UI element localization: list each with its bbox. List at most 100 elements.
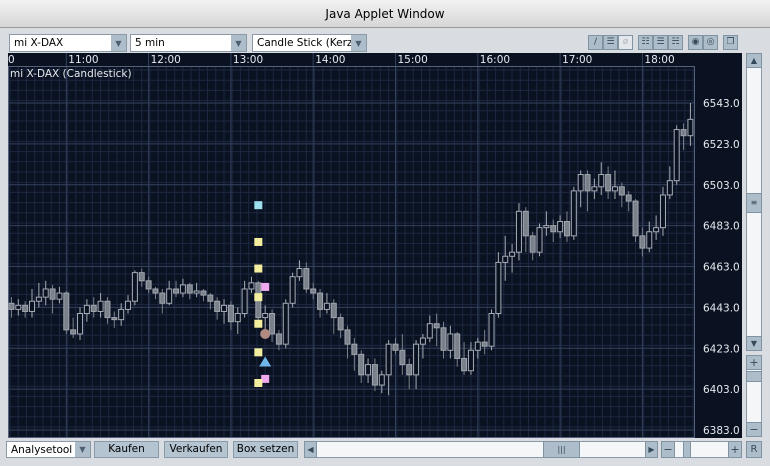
grid-dense-icon[interactable]: ☷: [638, 35, 653, 50]
analysis-tool-select[interactable]: Analysetool ▼: [6, 441, 91, 458]
candle-body: [337, 317, 344, 331]
candle-body: [275, 333, 282, 345]
candle-body: [262, 313, 269, 319]
candle-body: [666, 180, 673, 196]
candle-body: [461, 357, 468, 372]
candle-body: [358, 353, 365, 376]
candle-body: [625, 194, 632, 202]
box-set-button[interactable]: Box setzen: [233, 441, 298, 458]
candle-body: [200, 290, 207, 296]
zoom-in-button[interactable]: +: [728, 441, 742, 458]
scroll-down-button[interactable]: ▼: [746, 336, 762, 351]
draw-line-icon[interactable]: /: [588, 35, 603, 50]
candle-body: [687, 118, 694, 137]
time-axis-label: 13:00: [233, 54, 263, 66]
sell-button[interactable]: Verkaufen: [164, 441, 228, 458]
chart-type-select[interactable]: Candle Stick (Kerzen▼: [252, 34, 367, 52]
scroll-up-button[interactable]: ▲: [746, 53, 762, 68]
candle-body: [598, 174, 605, 188]
interval-select[interactable]: 5 min ▼: [130, 34, 247, 52]
signal-marker-square: [261, 282, 270, 291]
candle-body: [49, 288, 56, 300]
candle-body: [214, 300, 221, 312]
candle-body: [550, 225, 557, 233]
candle-body: [378, 374, 385, 386]
scroll-left-button[interactable]: ◀: [304, 441, 317, 458]
horizontal-zoom-thumb[interactable]: [683, 441, 691, 458]
interval-value: 5 min: [135, 37, 165, 49]
candle-body: [563, 221, 570, 237]
candle-body: [56, 292, 63, 300]
grid-sparse-icon[interactable]: ☵: [668, 35, 683, 50]
candle-body: [269, 313, 276, 335]
candle-body: [90, 304, 97, 312]
candle-body: [440, 327, 447, 351]
candle-body: [447, 333, 454, 351]
detach-window-icon[interactable]: ❐: [723, 35, 738, 50]
candle-body: [680, 129, 687, 137]
candle-body: [207, 294, 214, 302]
price-axis-label: 6403.0: [703, 384, 740, 396]
candle-body: [77, 313, 84, 335]
indicator-icon[interactable]: ◉: [688, 35, 703, 50]
scroll-right-button[interactable]: ▶: [645, 441, 658, 458]
candle-body: [310, 288, 317, 294]
candle-body: [392, 343, 399, 351]
candle-body: [399, 349, 406, 366]
chevron-down-icon[interactable]: ▼: [111, 35, 126, 51]
candle-body: [433, 323, 440, 329]
candle-body: [413, 343, 420, 376]
signal-marker-circle: [260, 328, 271, 339]
candle-body: [221, 304, 228, 312]
candle-body: [282, 302, 289, 345]
signal-marker-square: [254, 264, 263, 273]
horizontal-line-icon[interactable]: ☰: [603, 35, 618, 50]
settings-icon[interactable]: ◎: [703, 35, 718, 50]
buy-button[interactable]: Kaufen: [94, 441, 159, 458]
price-axis-label: 6443.0: [703, 302, 740, 314]
candle-body: [29, 300, 36, 312]
vertical-zoom-thumb[interactable]: [746, 371, 762, 382]
chevron-down-icon[interactable]: ▼: [75, 442, 90, 457]
candle-body: [495, 261, 502, 315]
price-axis-label: 6543.0: [703, 98, 740, 110]
candlestick-chart[interactable]: 0 11:00 12:00 13:00 14:00 15:00 16:00 17:00 18:0…: [8, 53, 742, 438]
candle-body: [584, 174, 591, 192]
candle-body: [179, 284, 186, 294]
instrument-select[interactable]: mi X-DAX ▼: [9, 34, 127, 52]
candle-body: [515, 210, 522, 253]
candle-body: [502, 255, 509, 263]
chevron-down-icon[interactable]: ▼: [351, 35, 366, 51]
reset-button[interactable]: R: [746, 441, 762, 458]
zoom-out-vertical-button[interactable]: −: [746, 422, 762, 437]
candle-body: [111, 317, 118, 321]
candle-body: [522, 210, 529, 237]
candle-body: [673, 129, 680, 182]
candle-body: [289, 276, 296, 304]
candle-body: [611, 186, 618, 192]
zoom-in-vertical-button[interactable]: +: [746, 355, 762, 370]
candle-body: [543, 225, 550, 229]
candle-body: [426, 323, 433, 339]
candle-body: [227, 304, 234, 323]
delete-icon[interactable]: ø: [618, 35, 633, 50]
candle-body: [8, 302, 15, 310]
candle-body: [22, 304, 29, 312]
chart-panel[interactable]: 0 11:00 12:00 13:00 14:00 15:00 16:00 17:00 18:0…: [8, 53, 742, 438]
candle-body: [104, 300, 111, 319]
signal-marker-square: [254, 348, 263, 357]
grid-medium-icon[interactable]: ☰: [653, 35, 668, 50]
chevron-down-icon[interactable]: ▼: [231, 35, 246, 51]
horizontal-scroll-thumb[interactable]: |||: [543, 441, 580, 458]
vertical-scroll-thumb[interactable]: ≡: [746, 193, 762, 213]
zoom-out-button[interactable]: −: [661, 441, 675, 458]
candle-body: [639, 235, 646, 249]
candle-body: [529, 235, 536, 253]
candle-body: [481, 341, 488, 347]
candle-body: [419, 337, 426, 345]
horizontal-scrollbar[interactable]: [304, 441, 658, 458]
candle-body: [145, 280, 152, 290]
candle-body: [70, 329, 77, 335]
signal-marker-square: [261, 374, 270, 383]
candle-body: [186, 284, 193, 294]
